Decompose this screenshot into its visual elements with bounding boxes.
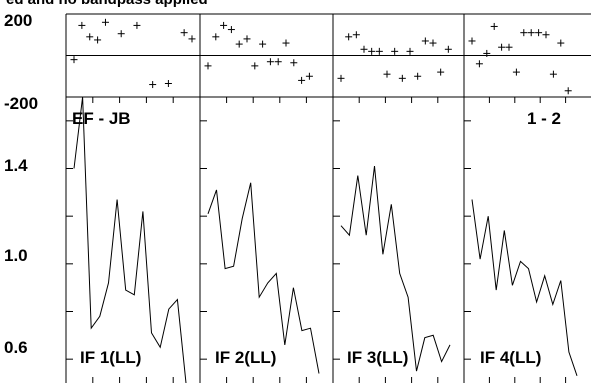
phase-point [375, 47, 383, 55]
phase-point [70, 56, 78, 64]
phase-point [101, 18, 109, 26]
phase-point [483, 49, 491, 57]
phase-point [368, 47, 376, 55]
phase-point [557, 39, 565, 47]
phase-point [512, 68, 520, 76]
panel-label-if4: IF 4(LL) [480, 348, 541, 367]
phase-point [227, 26, 235, 34]
phase-point [542, 31, 550, 39]
phase-point [490, 22, 498, 30]
phase-point [94, 36, 102, 44]
phase-point [180, 29, 188, 37]
phase-point [133, 21, 141, 29]
phase-point [243, 35, 251, 43]
phase-scatter-marks [70, 18, 572, 95]
phase-point [298, 76, 306, 84]
phase-point [520, 29, 528, 37]
phase-point [398, 74, 406, 82]
phase-point [266, 58, 274, 66]
phase-point [305, 72, 313, 80]
phase-point [188, 35, 196, 43]
phase-point [498, 43, 506, 51]
amplitude-series-if1 [73, 96, 187, 383]
phase-point [383, 70, 391, 78]
amplitude-lines [73, 96, 578, 383]
baseline-label: EF - JB [72, 109, 131, 128]
plot-title: ed and no bandpass applied [6, 0, 208, 8]
phase-point [437, 68, 445, 76]
phase-point [549, 70, 557, 78]
phase-point [421, 37, 429, 45]
phase-point [282, 39, 290, 47]
phase-point [259, 40, 267, 48]
phase-point [468, 37, 476, 45]
amp-tick-0-6: 0.6 [4, 338, 28, 357]
phase-point [220, 21, 228, 29]
phase-point [345, 33, 353, 41]
phase-point [406, 47, 414, 55]
panel-label-if1: IF 1(LL) [80, 348, 141, 367]
phase-point [212, 33, 220, 41]
polarization-label: 1 - 2 [527, 109, 561, 128]
panel-label-if2: IF 2(LL) [215, 348, 276, 367]
phase-point [274, 58, 282, 66]
phase-point [564, 87, 572, 95]
amplitude-series-if2 [207, 182, 320, 374]
phase-point [429, 39, 437, 47]
phase-point [475, 60, 483, 68]
phase-point [391, 47, 399, 55]
phase-point [86, 33, 94, 41]
phase-point [360, 45, 368, 53]
amplitude-series-if3 [340, 166, 451, 372]
phase-point [527, 29, 535, 37]
phase-point [149, 81, 157, 89]
phase-point [505, 43, 513, 51]
amplitude-series-if4 [471, 199, 578, 376]
panel-label-if3: IF 3(LL) [347, 348, 408, 367]
phase-point [235, 40, 243, 48]
phase-point [337, 74, 345, 82]
phase-point [290, 59, 298, 67]
phase-point [414, 72, 422, 80]
phase-tick-top: 200 [4, 11, 32, 30]
phase-point [352, 31, 360, 39]
amp-tick-1-4: 1.4 [4, 156, 28, 175]
phase-point [117, 30, 125, 38]
panel-frames [65, 13, 591, 383]
phase-point [78, 21, 86, 29]
phase-point [204, 62, 212, 70]
phase-point [444, 45, 452, 53]
phase-tick-bottom: -200 [4, 94, 38, 113]
phase-point [251, 62, 259, 70]
phase-point [164, 80, 172, 88]
phase-point [535, 29, 543, 37]
amp-tick-1-0: 1.0 [4, 246, 28, 265]
